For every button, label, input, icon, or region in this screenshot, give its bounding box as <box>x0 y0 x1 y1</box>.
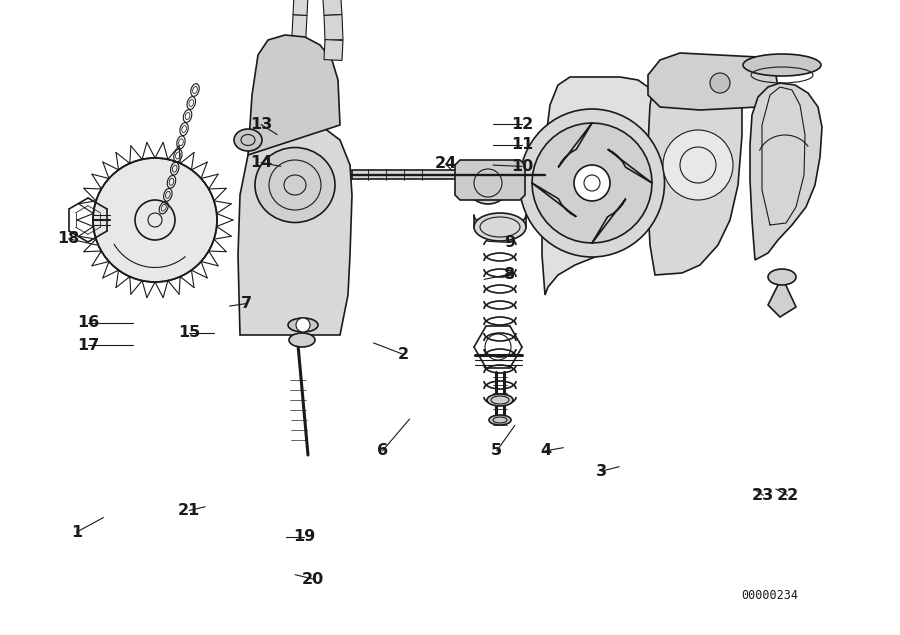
Text: 15: 15 <box>178 325 200 340</box>
Text: 19: 19 <box>293 529 315 544</box>
Ellipse shape <box>519 109 664 257</box>
Polygon shape <box>750 83 822 260</box>
Polygon shape <box>288 55 305 95</box>
Text: 10: 10 <box>511 159 533 174</box>
Text: 16: 16 <box>77 315 99 330</box>
Text: 4: 4 <box>540 443 551 458</box>
Polygon shape <box>768 277 796 317</box>
Polygon shape <box>532 123 652 243</box>
Ellipse shape <box>768 269 796 285</box>
Circle shape <box>663 130 733 200</box>
Ellipse shape <box>466 162 510 204</box>
Circle shape <box>93 158 217 282</box>
Polygon shape <box>352 170 490 179</box>
Text: 14: 14 <box>250 155 272 170</box>
Text: 3: 3 <box>596 464 607 479</box>
Text: 24: 24 <box>435 156 456 171</box>
Polygon shape <box>455 160 525 200</box>
Ellipse shape <box>743 54 821 76</box>
Ellipse shape <box>255 147 335 222</box>
Text: 2: 2 <box>398 347 409 362</box>
Text: 1: 1 <box>71 525 82 540</box>
Ellipse shape <box>234 129 262 151</box>
Ellipse shape <box>487 394 513 406</box>
Polygon shape <box>648 53 778 110</box>
Circle shape <box>296 318 310 332</box>
Polygon shape <box>238 120 352 335</box>
Polygon shape <box>324 15 343 41</box>
Text: 13: 13 <box>250 117 272 132</box>
Text: 8: 8 <box>504 267 515 282</box>
Text: 5: 5 <box>491 443 502 458</box>
Circle shape <box>710 73 730 93</box>
Ellipse shape <box>489 415 511 425</box>
Text: 17: 17 <box>77 338 99 353</box>
Circle shape <box>574 165 610 201</box>
Ellipse shape <box>288 318 318 332</box>
Text: 22: 22 <box>777 488 798 503</box>
Polygon shape <box>248 35 340 155</box>
Polygon shape <box>293 0 309 15</box>
Polygon shape <box>542 77 652 295</box>
Text: 00000234: 00000234 <box>741 589 798 602</box>
Polygon shape <box>324 39 343 60</box>
Ellipse shape <box>289 333 315 347</box>
Text: 12: 12 <box>511 117 533 132</box>
Ellipse shape <box>474 213 526 241</box>
Text: 7: 7 <box>241 296 252 311</box>
Polygon shape <box>322 0 342 16</box>
Text: 18: 18 <box>58 231 79 246</box>
Text: 20: 20 <box>302 572 324 587</box>
Text: 23: 23 <box>752 488 774 503</box>
Text: 21: 21 <box>178 503 200 518</box>
Text: 11: 11 <box>511 137 533 152</box>
Text: 9: 9 <box>504 235 515 250</box>
Polygon shape <box>291 15 307 55</box>
Text: 6: 6 <box>377 443 388 458</box>
Polygon shape <box>648 55 742 275</box>
